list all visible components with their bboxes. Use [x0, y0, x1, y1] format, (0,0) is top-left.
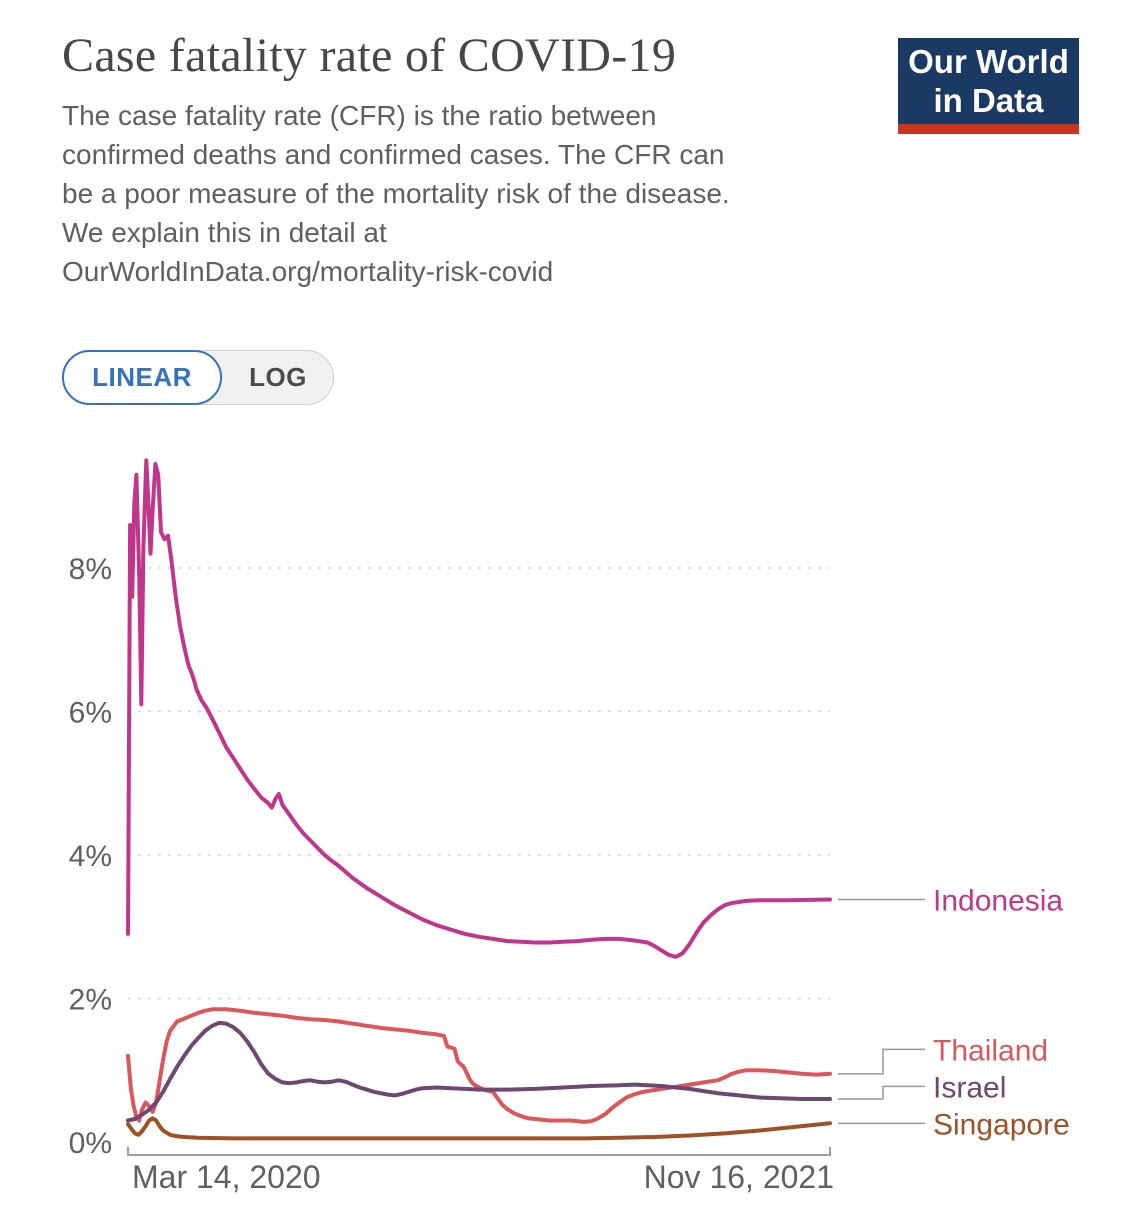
y-axis-tick-label: 0%	[69, 1127, 112, 1160]
page-title: Case fatality rate of COVID-19	[62, 29, 677, 82]
owid-logo: Our World in Data	[898, 38, 1079, 134]
scale-toggle: LINEAR LOG	[62, 350, 334, 405]
label-connector	[838, 1048, 925, 1075]
cfr-chart-svg: 0% 2% 4% 6% 8% Mar 14, 2020 Nov 16, 2021 Singap…	[69, 458, 1070, 1195]
x-axis-end-label: Nov 16, 2021	[644, 1159, 834, 1195]
series-label-thailand[interactable]: Thailand	[933, 1034, 1048, 1067]
owid-logo-line1: Our World	[908, 43, 1069, 80]
owid-logo-bar	[898, 124, 1079, 134]
scale-toggle-log[interactable]: LOG	[222, 350, 334, 405]
series-line-indonesia[interactable]	[126, 458, 832, 959]
owid-logo-text: Our World in Data	[898, 38, 1079, 124]
y-axis-tick-label: 2%	[69, 984, 112, 1017]
x-axis-bracket	[127, 1147, 831, 1156]
series-line-singapore[interactable]	[126, 1116, 832, 1141]
label-connector	[838, 1085, 925, 1100]
chart-subtitle: The case fatality rate (CFR) is the rati…	[62, 100, 730, 287]
y-axis-tick-label: 6%	[69, 697, 112, 730]
y-axis-tick-label: 8%	[69, 553, 112, 586]
y-axis-tick-label: 4%	[69, 840, 112, 873]
scale-toggle-linear[interactable]: LINEAR	[62, 350, 222, 405]
series-label-israel[interactable]: Israel	[933, 1071, 1006, 1104]
owid-logo-line2: in Data	[933, 82, 1044, 119]
series-label-singapore[interactable]: Singapore	[933, 1108, 1070, 1141]
series-label-indonesia[interactable]: Indonesia	[933, 884, 1063, 917]
series-line-israel[interactable]	[126, 1020, 832, 1123]
x-axis-start-label: Mar 14, 2020	[132, 1159, 321, 1195]
